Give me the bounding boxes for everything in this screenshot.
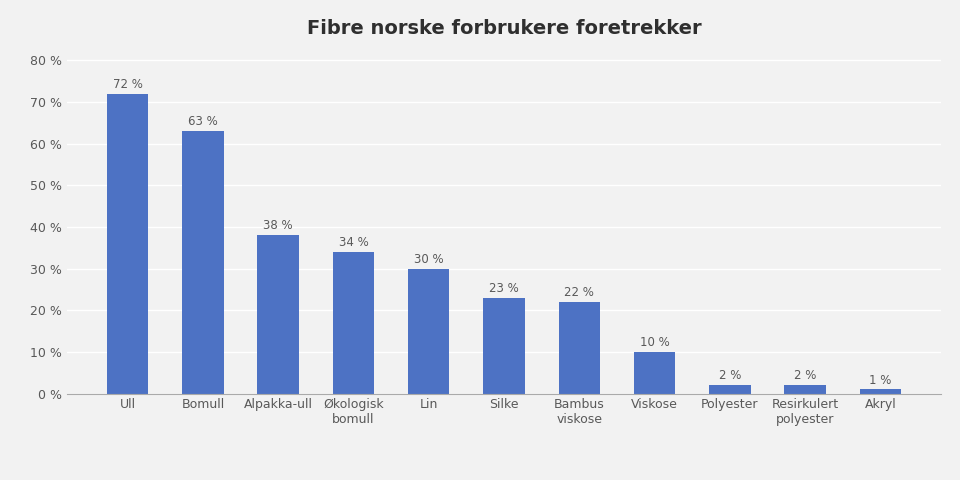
Bar bbox=[483, 298, 525, 394]
Text: 2 %: 2 % bbox=[794, 369, 816, 383]
Text: 22 %: 22 % bbox=[564, 286, 594, 299]
Title: Fibre norske forbrukere foretrekker: Fibre norske forbrukere foretrekker bbox=[306, 19, 702, 38]
Bar bbox=[559, 302, 600, 394]
Bar bbox=[860, 389, 901, 394]
Bar bbox=[784, 385, 826, 394]
Text: 30 %: 30 % bbox=[414, 253, 444, 266]
Text: 34 %: 34 % bbox=[339, 236, 369, 249]
Text: 38 %: 38 % bbox=[263, 219, 293, 232]
Bar bbox=[709, 385, 751, 394]
Text: 2 %: 2 % bbox=[719, 369, 741, 383]
Bar bbox=[182, 131, 224, 394]
Text: 23 %: 23 % bbox=[490, 282, 518, 295]
Bar bbox=[107, 94, 148, 394]
Bar bbox=[408, 269, 449, 394]
Bar bbox=[257, 235, 299, 394]
Bar bbox=[333, 252, 374, 394]
Text: 1 %: 1 % bbox=[869, 373, 892, 386]
Text: 63 %: 63 % bbox=[188, 115, 218, 128]
Text: 72 %: 72 % bbox=[112, 78, 142, 91]
Text: 10 %: 10 % bbox=[639, 336, 669, 349]
Bar bbox=[634, 352, 675, 394]
